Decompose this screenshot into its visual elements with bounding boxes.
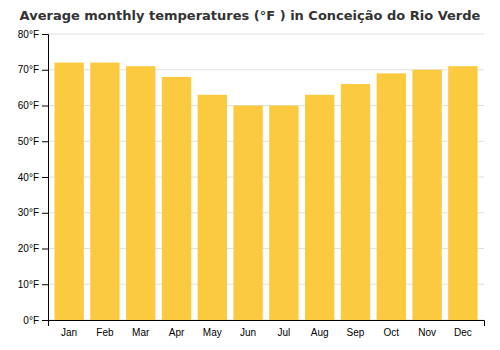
x-axis: Jan Feb Mar Apr May Jun Jul Aug Sep Oct Nov Dec [49,321,485,339]
tick-mark [42,213,48,214]
y-tick: 70°F [18,64,48,75]
tick-label: 80°F [18,29,39,40]
tick-label: Mar [132,327,150,338]
tick-mark [42,141,48,142]
bars [54,63,477,320]
bar [198,95,227,320]
bar [305,95,334,320]
x-tick: Feb [96,327,114,338]
x-tick: Jun [240,327,256,338]
tick-label: Nov [418,327,436,338]
tick-label: 0°F [23,315,39,326]
axis-line [49,321,485,327]
tick-label: Oct [384,327,400,338]
x-tick: Sep [347,327,365,338]
y-tick: 60°F [18,100,48,111]
tick-label: Dec [454,327,472,338]
tick-label: Feb [96,327,114,338]
y-axis: 0°F 10°F 20°F 30°F 40°F 50°F 60°F 70°F 80°F [18,29,49,326]
x-tick: Apr [169,327,185,338]
chart: 0°F 10°F 20°F 30°F 40°F 50°F 60°F 70°F 80°F Jan Fe… [0,0,500,350]
x-tick: Jan [61,327,77,338]
y-tick: 50°F [18,136,48,147]
bar [448,66,477,320]
y-tick: 20°F [18,243,48,254]
tick-label: Apr [169,327,185,338]
tick-label: 30°F [18,207,39,218]
tick-label: Sep [347,327,365,338]
tick-label: 20°F [18,243,39,254]
tick-mark [42,249,48,250]
y-tick: 40°F [18,172,48,183]
bar [54,63,83,320]
tick-mark [42,177,48,178]
y-tick: 10°F [18,279,48,290]
title: Average monthly temperatures (°F ) in Co… [20,8,481,23]
bar [341,84,370,320]
tick-mark [42,70,48,71]
x-tick: Dec [454,327,472,338]
bar [412,70,441,320]
tick-label: Jan [61,327,77,338]
x-tick: May [203,327,222,338]
y-tick: 0°F [23,315,48,326]
grid [48,34,484,320]
grid-line [48,34,484,35]
x-tick: Mar [132,327,150,338]
x-tick: Nov [418,327,436,338]
bar [269,106,298,321]
tick-label: 10°F [18,279,39,290]
tick-label: 60°F [18,100,39,111]
bar [162,77,191,320]
tick-mark [42,106,48,107]
tick-mark [42,284,48,285]
x-tick: Jul [277,327,290,338]
axis-line [42,35,49,321]
tick-label: 70°F [18,64,39,75]
y-tick: 30°F [18,207,48,218]
tick-mark [42,320,48,321]
tick-label: Jun [240,327,256,338]
bar [126,66,155,320]
tick-mark [42,34,48,35]
bar [233,106,262,321]
y-tick: 80°F [18,29,48,40]
tick-label: May [203,327,222,338]
x-tick: Oct [384,327,400,338]
tick-label: Jul [277,327,290,338]
tick-label: 50°F [18,136,39,147]
tick-label: 40°F [18,172,39,183]
bar [90,63,119,320]
bar [377,73,406,320]
plot: 0°F 10°F 20°F 30°F 40°F 50°F 60°F 70°F 80°F Jan Fe… [18,29,485,338]
tick-label: Aug [311,327,329,338]
x-tick: Aug [311,327,329,338]
